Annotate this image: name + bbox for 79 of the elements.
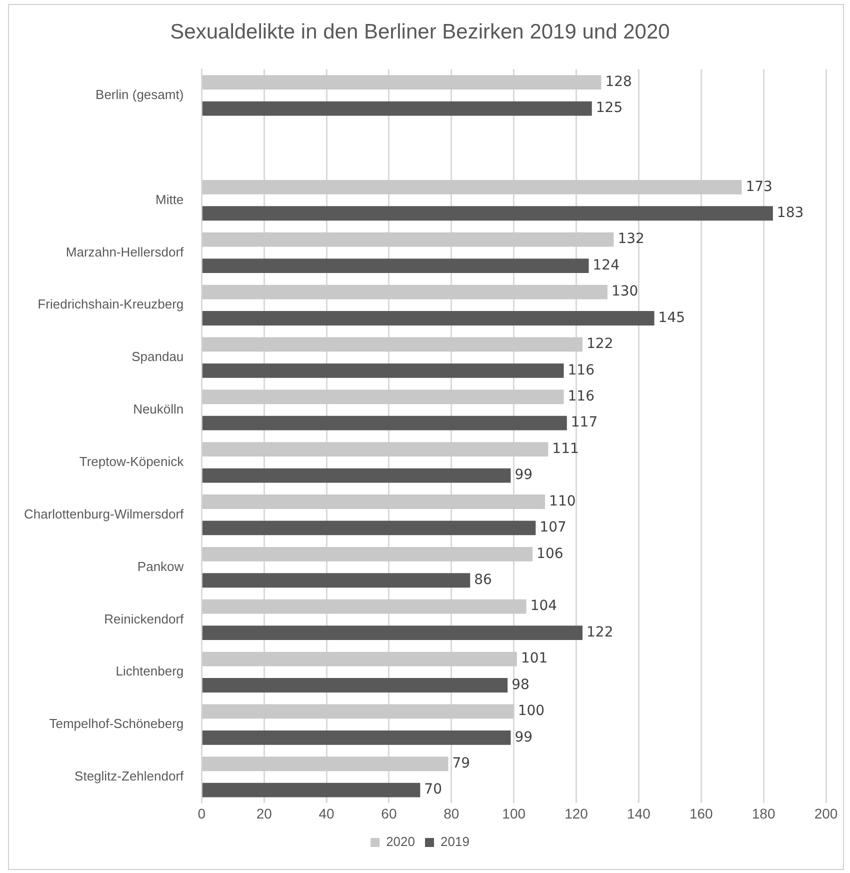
- y-tick-label: Steglitz-Zehlendorf: [74, 768, 184, 784]
- bar: [202, 75, 602, 90]
- x-tick-label: 160: [689, 805, 714, 822]
- data-label: 101: [520, 650, 548, 667]
- legend-label: 2020: [386, 834, 415, 850]
- data-label: 110: [549, 493, 576, 510]
- data-label: 132: [618, 231, 644, 248]
- data-label: 116: [568, 362, 595, 378]
- bar: [202, 337, 583, 352]
- data-label: 173: [746, 178, 772, 195]
- bar: [202, 573, 470, 588]
- bar: [202, 416, 567, 430]
- y-tick-label: Mitte: [155, 192, 184, 207]
- x-tick-label: 0: [198, 805, 206, 822]
- data-label: 122: [586, 624, 614, 640]
- data-label: 104: [530, 598, 558, 614]
- data-label: 116: [568, 388, 595, 405]
- y-tick-label: Marzahn-Hellersdorf: [66, 244, 184, 260]
- x-tick-label: 80: [444, 805, 460, 822]
- bar: [202, 311, 654, 326]
- y-tick-label: Charlottenburg-Wilmersdorf: [24, 506, 184, 522]
- bar: [202, 494, 546, 509]
- y-tick-label: Berlin (gesamt): [96, 86, 184, 102]
- bar: [202, 363, 564, 378]
- data-label: 70: [424, 782, 442, 798]
- x-tick-label: 60: [381, 805, 397, 822]
- data-label: 145: [658, 310, 686, 326]
- bar: [202, 626, 583, 640]
- x-tick-label: 120: [564, 805, 588, 822]
- data-label: 117: [570, 414, 598, 431]
- chart-title: Sexualdelikte in den Berliner Bezirken 2019 und 2020: [170, 20, 670, 44]
- data-label: 98: [512, 676, 530, 693]
- x-tick-label: 200: [814, 805, 838, 822]
- y-tick-label: Tempelhof-Schöneberg: [49, 716, 184, 732]
- bar: [202, 284, 608, 300]
- y-tick-label: Treptow-Köpenick: [79, 454, 184, 469]
- data-label: 128: [605, 74, 632, 90]
- data-label: 99: [514, 729, 533, 746]
- x-tick-label: 100: [502, 805, 526, 822]
- bar: [202, 101, 592, 116]
- bar: [202, 206, 773, 221]
- data-label: 106: [536, 546, 564, 562]
- y-tick-label: Spandau: [132, 349, 184, 364]
- data-label: 99: [514, 467, 533, 484]
- bar: [202, 599, 526, 614]
- bar: [202, 232, 614, 247]
- bar: [202, 678, 508, 692]
- bar: [202, 520, 536, 536]
- data-label: 122: [586, 336, 614, 352]
- bar: [202, 704, 514, 719]
- bar: [202, 782, 420, 798]
- data-label: 183: [776, 205, 804, 222]
- x-tick-label: 140: [627, 805, 651, 822]
- bar: [202, 258, 589, 274]
- y-tick-label: Friedrichshain-Kreuzberg: [38, 296, 184, 312]
- data-label: 124: [592, 257, 620, 274]
- bar: [202, 652, 517, 666]
- x-tick-label: 20: [256, 805, 272, 822]
- bar: [202, 730, 511, 745]
- bar: [202, 468, 511, 483]
- data-label: 130: [611, 284, 638, 300]
- data-label: 107: [540, 520, 566, 536]
- data-label: 125: [596, 100, 623, 116]
- data-label: 79: [452, 756, 470, 772]
- x-tick-label: 180: [752, 805, 776, 822]
- data-label: 100: [518, 703, 545, 720]
- bar: [202, 442, 548, 457]
- x-tick-label: 40: [318, 805, 335, 822]
- y-tick-label: Pankow: [137, 558, 184, 574]
- legend-label: 2019: [440, 834, 470, 850]
- bar: [202, 546, 533, 562]
- bar: [202, 390, 564, 404]
- y-tick-label: Neukölln: [133, 402, 184, 417]
- y-tick-label: Lichtenberg: [116, 664, 184, 679]
- bar: [202, 180, 742, 194]
- y-tick-label: Reinickendorf: [104, 611, 184, 626]
- data-label: 111: [552, 440, 579, 457]
- bar: [202, 756, 448, 772]
- data-label: 86: [474, 572, 492, 588]
